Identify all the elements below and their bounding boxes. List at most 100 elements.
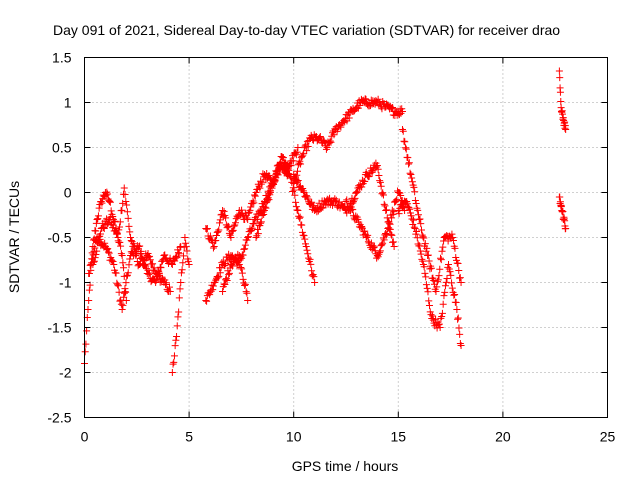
data-point	[357, 224, 365, 232]
data-point	[258, 200, 266, 208]
data-point	[430, 277, 438, 285]
x-tick-label: 15	[391, 429, 407, 445]
data-point	[114, 282, 122, 290]
data-point	[258, 178, 266, 186]
data-point	[150, 264, 158, 272]
data-point	[169, 360, 177, 368]
data-point	[176, 285, 184, 293]
data-point	[222, 214, 230, 222]
data-point	[81, 348, 89, 356]
data-point	[337, 123, 345, 131]
data-point	[410, 216, 418, 224]
data-point	[399, 127, 407, 135]
data-point	[425, 257, 433, 265]
data-point	[379, 191, 387, 199]
data-point	[397, 109, 405, 117]
data-point	[395, 188, 403, 196]
data-point	[349, 199, 357, 207]
data-point	[395, 111, 403, 119]
data-point	[413, 227, 421, 235]
data-point	[170, 358, 178, 366]
data-point	[402, 145, 410, 153]
data-point	[215, 272, 223, 280]
data-point	[435, 272, 443, 280]
data-point	[216, 216, 224, 224]
data-point	[162, 281, 170, 289]
data-point	[380, 236, 388, 244]
data-point	[422, 281, 430, 289]
data-point	[104, 248, 112, 256]
data-point	[362, 233, 370, 241]
data-point	[233, 258, 241, 266]
data-point	[292, 149, 300, 157]
data-point	[389, 238, 397, 246]
data-point	[378, 190, 386, 198]
data-point	[270, 180, 278, 188]
data-point	[118, 206, 126, 214]
data-point	[457, 279, 465, 286]
data-point	[106, 198, 114, 206]
data-point	[452, 298, 460, 306]
data-point	[425, 297, 433, 305]
data-point	[117, 250, 125, 258]
data-point	[235, 252, 243, 259]
data-point	[448, 230, 456, 238]
data-point	[303, 246, 311, 254]
data-point	[400, 202, 408, 210]
data-point	[291, 191, 299, 199]
y-tick-label: -0.5	[47, 230, 71, 246]
axis-ticks	[84, 57, 608, 418]
data-point	[120, 293, 128, 301]
data-point	[111, 217, 119, 225]
data-point	[412, 199, 420, 207]
data-point	[206, 232, 214, 240]
data-point	[283, 165, 291, 173]
data-point	[390, 208, 398, 216]
data-point	[370, 244, 378, 252]
data-point	[403, 200, 411, 208]
data-point	[264, 194, 272, 202]
data-point	[146, 256, 154, 264]
data-point	[132, 251, 140, 259]
data-point	[85, 286, 93, 294]
data-point	[262, 204, 270, 212]
data-point	[289, 157, 297, 165]
data-point	[441, 282, 449, 290]
data-point	[419, 233, 427, 241]
data-point	[385, 224, 393, 232]
data-point	[352, 189, 360, 196]
data-point	[215, 226, 223, 234]
data-point	[162, 279, 170, 287]
data-point	[557, 98, 565, 106]
data-point	[238, 269, 246, 277]
data-point	[433, 283, 441, 291]
data-point	[261, 203, 269, 211]
data-point	[450, 291, 458, 299]
data-point	[246, 206, 254, 214]
data-point	[420, 234, 428, 242]
data-point	[85, 270, 93, 278]
data-point	[362, 168, 370, 176]
data-point	[334, 125, 342, 133]
data-point	[119, 259, 127, 267]
data-point	[384, 225, 392, 232]
data-point	[220, 207, 228, 215]
data-point	[209, 282, 217, 290]
data-point	[408, 215, 416, 223]
data-point	[171, 342, 179, 350]
data-point	[100, 225, 108, 233]
data-point	[433, 278, 441, 286]
y-tick-label: 1	[64, 95, 72, 111]
data-point	[555, 67, 563, 75]
data-point	[225, 269, 233, 277]
data-point	[361, 95, 369, 103]
data-point	[116, 223, 124, 231]
data-point	[223, 276, 231, 284]
data-point	[299, 187, 307, 195]
data-point	[266, 188, 274, 196]
data-point	[290, 186, 298, 194]
data-point	[279, 154, 287, 162]
data-point	[229, 259, 237, 267]
data-point	[92, 250, 100, 258]
data-point	[349, 206, 357, 214]
